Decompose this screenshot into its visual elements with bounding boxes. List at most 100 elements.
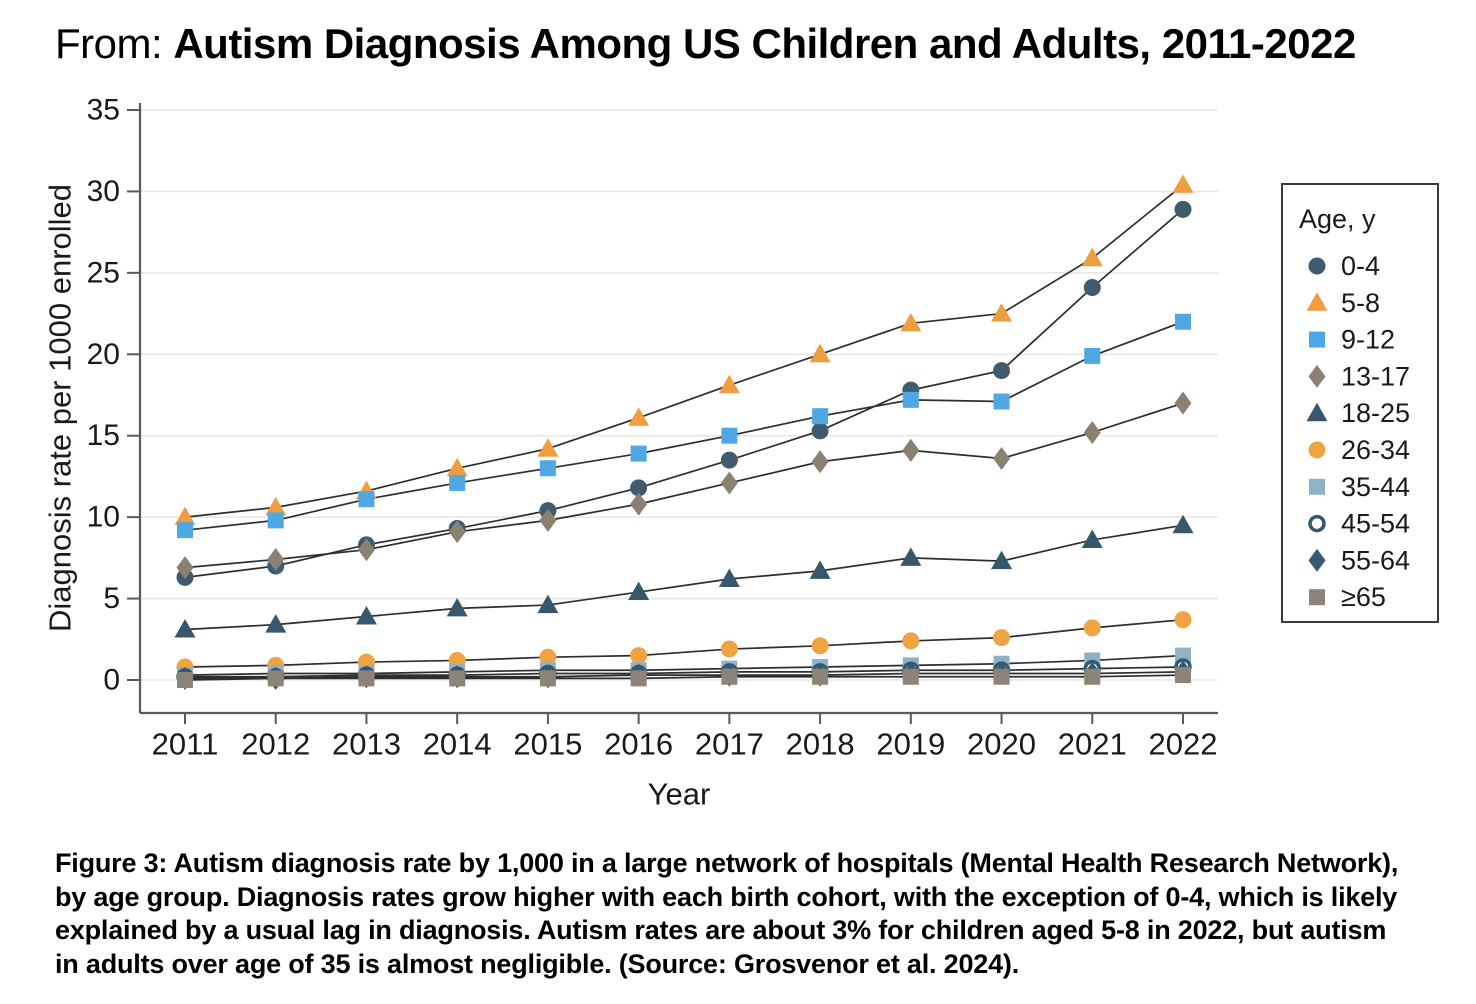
series-04-legend-label: 0-4 [1341, 251, 1380, 281]
x-axis-title: Year [648, 777, 711, 812]
legend-box [1281, 183, 1439, 623]
series-1825-legend-label: 18-25 [1341, 398, 1410, 428]
series-912-marker-2019 [902, 391, 919, 408]
series-5564-line [185, 671, 1184, 680]
series-04-marker-2020 [993, 362, 1011, 380]
figure-title: From: Autism Diagnosis Among US Children… [55, 20, 1356, 68]
series-58-marker-2016 [628, 407, 650, 426]
x-tick-label: 2018 [786, 727, 855, 762]
series-1317-marker-2022 [1174, 391, 1192, 415]
series-2634-line [184, 618, 1184, 668]
series-65-marker-2019 [902, 668, 919, 685]
y-tick-label: 0 [103, 664, 120, 697]
caption-line: explained by a usual lag in diagnosis. A… [55, 915, 1387, 945]
series-2634-marker-2015 [539, 648, 557, 666]
x-tick-label: 2011 [152, 727, 219, 762]
series-58-marker-2020 [991, 303, 1013, 322]
series-912-marker-2013 [358, 491, 375, 508]
series-65-marker-2018 [812, 668, 829, 685]
series-2634-marker-2022 [1174, 611, 1192, 629]
series-1825-marker-2013 [355, 605, 377, 625]
series-2634-legend-label: 26-34 [1341, 435, 1410, 465]
y-tick-label: 35 [87, 93, 120, 126]
series-65-marker-2020 [993, 668, 1010, 685]
series-912-marker-2012 [267, 512, 284, 529]
series-2634-legend-marker [1308, 441, 1326, 459]
series-65-marker-2012 [267, 670, 284, 687]
x-tick-label: 2022 [1149, 727, 1218, 762]
series-1317-marker-2021 [1083, 420, 1101, 444]
series-2634-marker-2017 [720, 640, 738, 658]
caption-line: in adults over age of 35 is almost negli… [55, 948, 1019, 979]
series-65-line [184, 674, 1184, 681]
y-axis-title: Diagnosis rate per 1000 enrolled [43, 184, 78, 632]
series-58-marker-2018 [809, 343, 831, 363]
x-tick-label: 2021 [1058, 727, 1127, 762]
x-tick-label: 2019 [876, 727, 945, 762]
series-58-marker-2011 [174, 506, 196, 526]
y-tick-label: 20 [87, 338, 120, 371]
series-912-marker-2017 [721, 427, 738, 444]
series-65-marker-2011 [177, 672, 193, 688]
series-58-marker-2021 [1081, 247, 1103, 267]
series-58-legend-label: 5-8 [1341, 288, 1380, 318]
series-4554-legend-label: 45-54 [1341, 509, 1410, 539]
series-1825-marker-2011 [174, 619, 196, 638]
caption-line: Figure 3: Autism diagnosis rate by 1,000… [55, 848, 1399, 878]
caption-line: by age group. Diagnosis rates grow highe… [55, 881, 1398, 912]
series-4554-line [185, 666, 1184, 678]
series-912-marker-2022 [1174, 313, 1191, 330]
series-04-marker-2016 [630, 479, 648, 497]
series-1317-marker-2012 [267, 547, 285, 571]
series-1317-line [184, 402, 1184, 569]
series-04-marker-2021 [1083, 279, 1101, 297]
series-58-marker-2015 [537, 438, 559, 457]
series-65-marker-2017 [721, 668, 738, 685]
series-58-marker-2014 [446, 457, 468, 477]
x-tick-label: 2013 [332, 727, 401, 762]
series-65-marker-2016 [630, 670, 647, 687]
series-912-marker-2011 [177, 522, 193, 539]
series-912-marker-2015 [539, 460, 556, 477]
x-tick-label: 2016 [604, 727, 673, 762]
series-3544-line [184, 654, 1184, 676]
series-1825-legend-marker [1306, 402, 1328, 422]
x-tick-label: 2015 [513, 727, 582, 762]
series-2634-marker-2021 [1083, 619, 1101, 637]
figure-title-main: Autism Diagnosis Among US Children and A… [173, 20, 1356, 67]
y-tick-label: 10 [87, 501, 120, 534]
series-58-marker-2017 [718, 374, 740, 394]
series-58-marker-2019 [900, 312, 922, 332]
series-912-marker-2018 [812, 408, 829, 425]
series-65-marker-2021 [1084, 668, 1101, 685]
series-58-line [184, 184, 1184, 518]
series-65-legend-marker [1309, 589, 1325, 606]
series-2634-marker-2020 [993, 629, 1011, 647]
series-04-marker-2017 [720, 451, 738, 469]
series-3544-legend-label: 35-44 [1341, 472, 1410, 502]
series-65-marker-2013 [358, 670, 375, 687]
series-65-marker-2022 [1174, 667, 1191, 684]
x-tick-label: 2012 [241, 727, 310, 762]
series-2634-marker-2018 [811, 637, 829, 655]
x-tick-label: 2017 [695, 727, 764, 762]
y-tick-label: 15 [87, 419, 120, 452]
series-5564-legend-label: 55-64 [1341, 545, 1410, 575]
series-1317-marker-2019 [902, 438, 920, 462]
series-912-marker-2020 [993, 393, 1010, 410]
series-1825-marker-2014 [446, 597, 468, 617]
figure-caption: Figure 3: Autism diagnosis rate by 1,000… [55, 847, 1398, 981]
series-1825-marker-2018 [809, 560, 831, 579]
series-04-legend-marker [1308, 257, 1326, 275]
series-5564-legend-marker [1308, 548, 1326, 572]
series-04-marker-2018 [811, 422, 829, 440]
series-1317-marker-2011 [176, 556, 194, 580]
series-04-marker-2022 [1174, 200, 1192, 218]
series-912-marker-2016 [630, 445, 647, 462]
series-1317-marker-2015 [539, 508, 557, 532]
series-1317-marker-2013 [357, 538, 375, 562]
figure-title-prefix: From: [55, 20, 174, 67]
series-1825-marker-2020 [991, 550, 1013, 570]
x-tick-label: 2014 [423, 727, 492, 762]
series-1825-marker-2021 [1081, 529, 1103, 548]
